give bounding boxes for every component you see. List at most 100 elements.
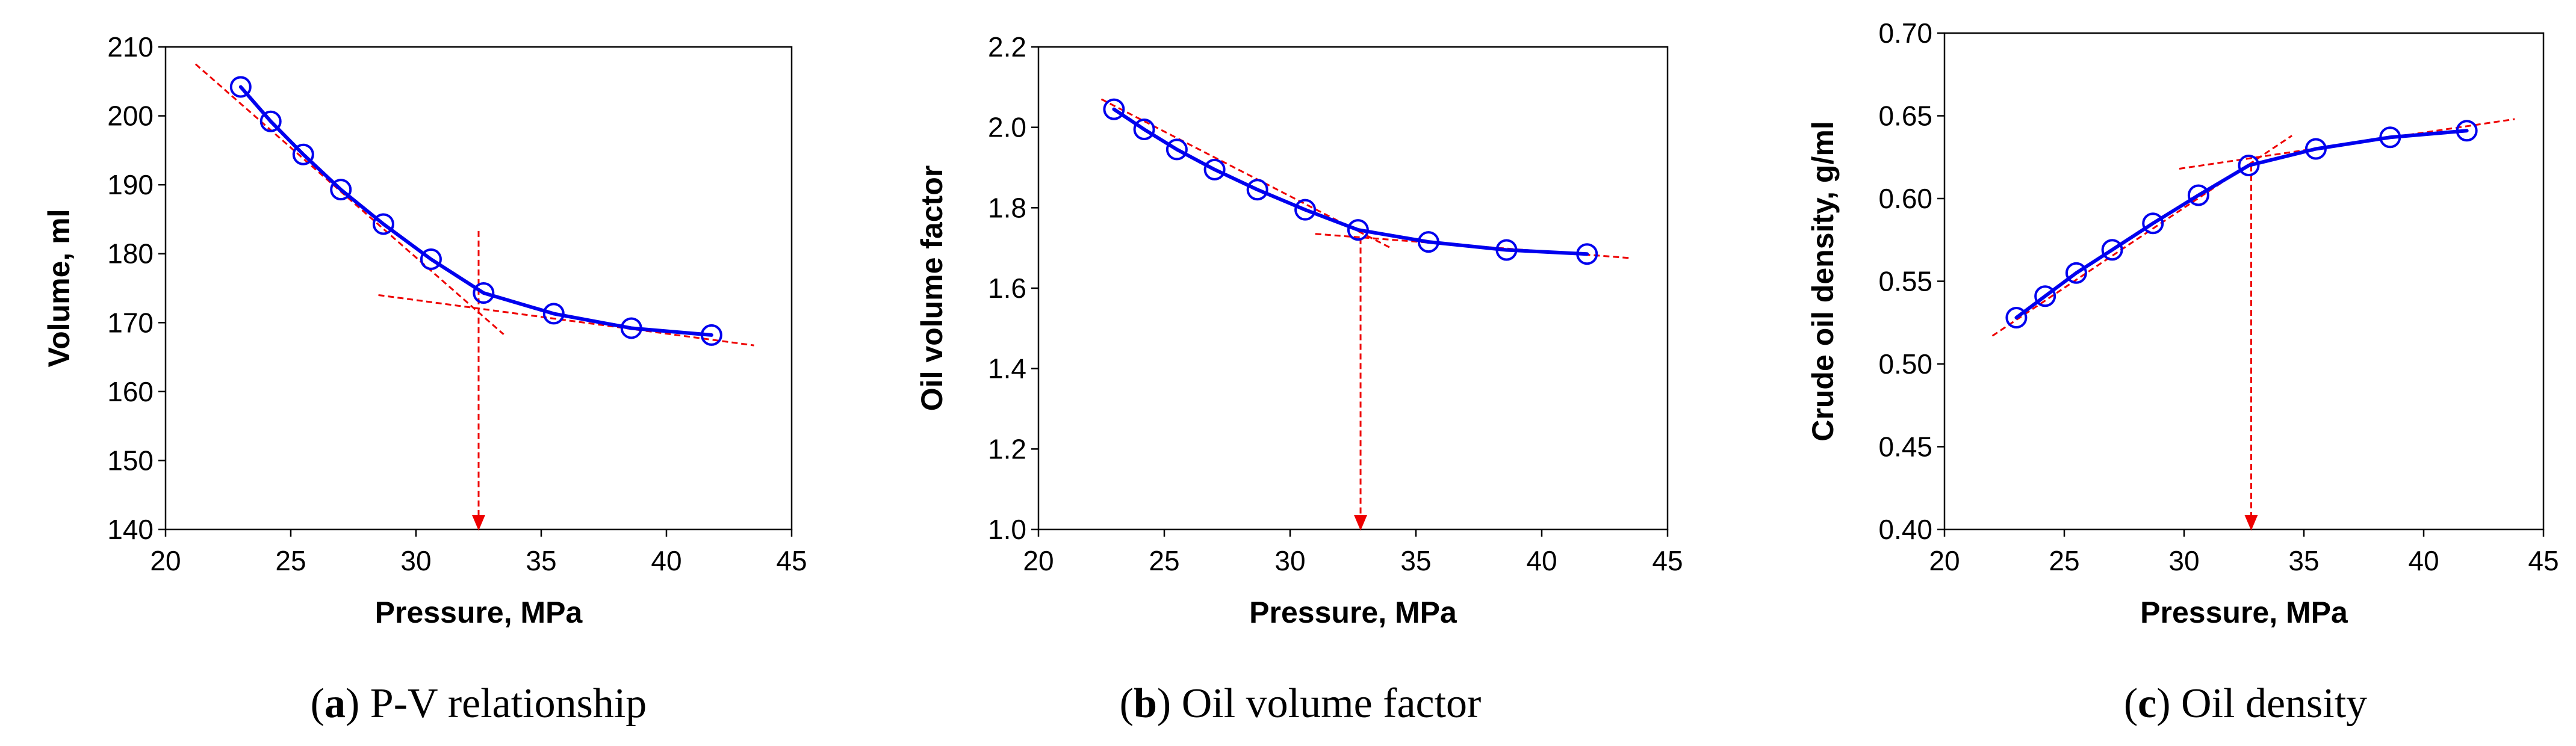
y-tick-label: 2.2: [988, 31, 1026, 63]
chart-a: 140 150 160 170 180 190 200 210 20 25 30 35 40 45 Pres…: [42, 31, 807, 727]
data-point: [1246, 179, 1268, 201]
y-tick-label: 0.55: [1878, 266, 1932, 297]
data-point: [420, 248, 442, 270]
y-tick-label: 0.65: [1878, 100, 1932, 132]
caption-title: P-V relationship: [359, 680, 647, 727]
x-tick-label: 40: [2408, 545, 2439, 576]
caption-title: Oil volume factor: [1171, 680, 1481, 727]
x-tick-label: 35: [2288, 545, 2319, 576]
y-tick-label: 0.70: [1878, 17, 1932, 49]
data-point: [1294, 199, 1317, 221]
data-point: [2005, 307, 2028, 328]
data-point: [2238, 155, 2260, 176]
caption-paren-close: ): [1157, 680, 1171, 727]
series-line: [1112, 107, 1589, 256]
x-tick-label: 20: [1929, 545, 1960, 576]
x-axis-title: Pressure, MPa: [2140, 596, 2348, 629]
data-point: [1203, 158, 1226, 180]
data-point: [1347, 219, 1369, 241]
x-tick-label: 20: [1023, 545, 1054, 576]
x-tick-label: 30: [1274, 545, 1305, 576]
y-axis-title: Volume, ml: [42, 209, 76, 367]
y-tick-label: 0.45: [1878, 431, 1932, 463]
y-tick-label: 170: [107, 307, 154, 338]
plot-frame: [1943, 32, 2545, 531]
caption-letter: c: [2138, 680, 2156, 727]
caption-paren-open: (: [2124, 680, 2138, 727]
data-point: [1417, 231, 1439, 253]
chart-c: 0.40 0.45 0.50 0.55 0.60 0.65 0.70 20 25 30 35 40 45…: [1806, 17, 2559, 727]
data-point: [1165, 138, 1188, 161]
trend-line: [378, 294, 754, 347]
data-point: [1576, 243, 1598, 265]
data-point: [620, 317, 642, 339]
caption-letter: b: [1134, 680, 1157, 727]
series-line: [2014, 129, 2469, 319]
y-tick-label: 1.0: [988, 514, 1026, 545]
y-tick-label: 0.40: [1878, 514, 1932, 545]
caption-title: Oil density: [2171, 680, 2368, 727]
caption-letter: a: [324, 680, 346, 727]
x-tick-label: 20: [150, 545, 181, 576]
caption-paren-close: ): [2156, 680, 2170, 727]
caption: (c) Oil density: [2124, 680, 2367, 727]
caption: (b) Oil volume factor: [1120, 680, 1482, 727]
caption-paren-open: (: [311, 680, 324, 727]
y-tick-label: 0.60: [1878, 183, 1932, 214]
data-point: [2456, 120, 2478, 142]
data-point: [2142, 212, 2164, 235]
x-tick-label: 30: [400, 545, 431, 576]
arrow-head: [2244, 515, 2258, 531]
caption: (a) P-V relationship: [311, 680, 647, 727]
y-tick-label: 0.50: [1878, 348, 1932, 380]
data-point: [542, 303, 565, 325]
data-point: [229, 76, 252, 98]
data-point: [1495, 239, 1518, 261]
trend-line: [194, 63, 504, 335]
arrow-head: [1354, 515, 1368, 531]
y-tick-label: 2.0: [988, 112, 1026, 143]
y-tick-label: 160: [107, 376, 154, 407]
y-tick-label: 210: [107, 31, 154, 63]
x-tick-label: 30: [2168, 545, 2199, 576]
chart-b: 1.0 1.2 1.4 1.6 1.8 2.0 2.2 20 25 30 35 40 45 Pressur…: [915, 31, 1683, 727]
y-tick-label: 200: [107, 100, 154, 132]
x-tick-label: 40: [1526, 545, 1557, 576]
y-axis-title: Oil volume factor: [915, 165, 949, 411]
data-point: [2101, 239, 2123, 261]
x-axis-title: Pressure, MPa: [375, 596, 583, 629]
y-tick-label: 1.2: [988, 433, 1026, 464]
data-point: [1133, 119, 1155, 141]
y-tick-label: 1.4: [988, 353, 1026, 384]
data-point: [292, 143, 314, 165]
caption-paren-close: ): [346, 680, 359, 727]
y-tick-label: 180: [107, 238, 154, 270]
x-tick-label: 25: [1149, 545, 1179, 576]
data-point: [2304, 138, 2327, 160]
data-point: [2065, 262, 2087, 284]
data-point: [259, 110, 282, 132]
y-axis-title: Crude oil density, g/ml: [1806, 121, 1840, 441]
data-point: [1103, 98, 1125, 120]
data-point: [2187, 184, 2209, 206]
x-axis-title: Pressure, MPa: [1249, 596, 1457, 629]
data-point: [473, 282, 495, 304]
y-tick-label: 190: [107, 169, 154, 200]
caption-paren-open: (: [1120, 680, 1134, 727]
data-point: [372, 213, 394, 235]
arrow-head: [472, 515, 485, 531]
x-tick-label: 35: [1400, 545, 1431, 576]
y-tick-label: 1.6: [988, 273, 1026, 304]
x-tick-label: 40: [651, 545, 681, 576]
data-point: [700, 324, 722, 346]
x-tick-label: 45: [1652, 545, 1683, 576]
plot-frame: [1037, 46, 1669, 531]
y-tick-label: 1.8: [988, 192, 1026, 223]
x-tick-label: 25: [275, 545, 306, 576]
x-tick-label: 45: [776, 545, 807, 576]
y-tick-label: 150: [107, 445, 154, 476]
y-tick-label: 140: [107, 514, 154, 545]
x-tick-label: 35: [526, 545, 556, 576]
data-point: [2034, 285, 2056, 307]
